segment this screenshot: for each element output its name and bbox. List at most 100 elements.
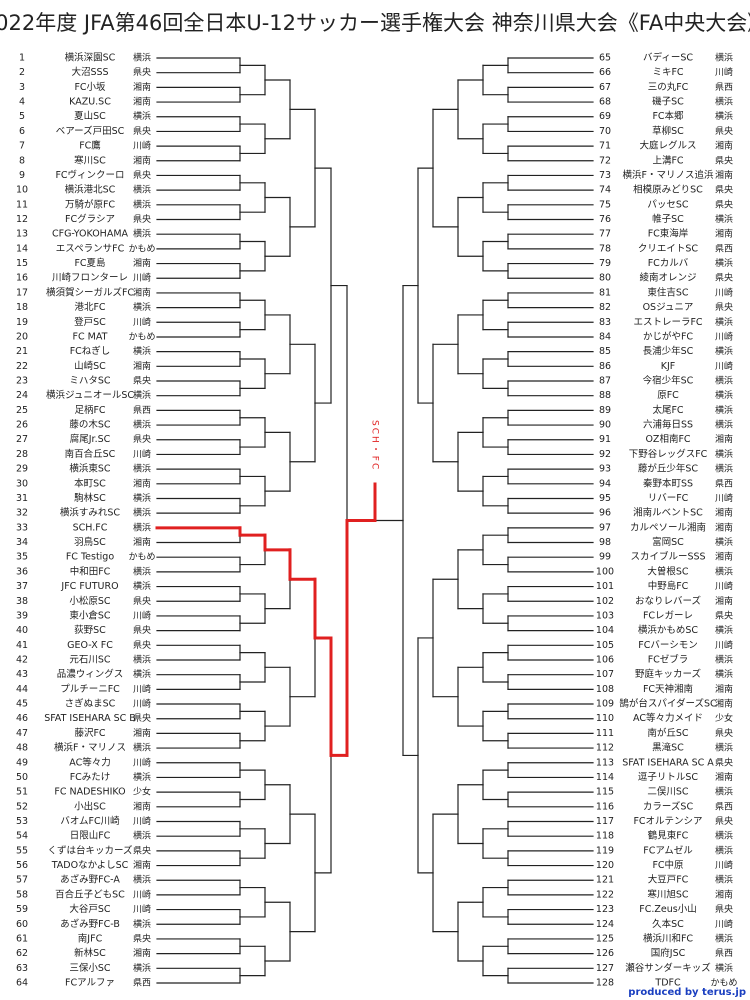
team-area: 川崎 [133,316,151,328]
team-name: 中和田FC [70,565,111,577]
team-name: スカイブルーSSS [630,551,705,563]
team-area: 川崎 [715,492,733,504]
team-area: 横浜 [133,742,151,754]
team-area: 湘南 [133,286,151,298]
team-area: 県央 [133,639,151,651]
team-name: 大庭レグルス [639,140,696,152]
team-area: 横浜 [715,962,733,974]
team-area: 県央 [715,184,733,196]
team-area: 川崎 [133,448,151,460]
team-name: 横浜深園SC [65,52,116,64]
team-name: 万騎が原FC [65,198,115,210]
team-no: 21 [16,346,28,357]
team-name: SCH.FC [73,522,108,533]
team-name: 中野島FC [648,580,689,592]
team-name: バオムFC川崎 [60,815,120,827]
team-area: 横浜 [715,932,733,944]
team-no: 90 [599,420,611,431]
team-no: 47 [16,728,28,739]
team-no: 4 [19,97,25,108]
team-name: プルチーニFC [60,684,120,695]
team-no: 70 [599,126,611,137]
team-no: 15 [16,258,28,269]
team-no: 27 [16,434,28,445]
team-no: 77 [599,229,611,240]
team-area: 県央 [133,712,151,724]
team-name: FCねぎし [70,345,111,357]
team-name: FCバーシモン [638,640,697,651]
team-name: FC中原 [652,859,683,871]
team-area: 横浜 [133,668,151,680]
team-name: パッセSC [647,199,689,210]
team-no: 97 [599,522,611,533]
team-no: 102 [596,596,614,607]
team-name: 百合丘子どもSC [55,888,125,900]
team-area: 横浜 [715,404,733,416]
team-area: 横浜 [715,52,733,64]
team-no: 48 [16,743,28,754]
team-area: 県央 [715,301,733,313]
team-name: 今宿少年SC [643,375,694,387]
team-name: あざみ野FC-A [60,874,120,886]
team-area: 川崎 [133,140,151,152]
team-no: 108 [596,684,614,695]
team-no: 122 [596,889,614,900]
team-name: 磯子SC [652,96,684,108]
team-name: 二俣川SC [647,786,689,798]
team-no: 100 [596,566,614,577]
team-area: 横浜 [715,653,733,665]
team-area: 川崎 [715,859,733,871]
team-name: AC等々力メイド [633,712,703,724]
team-no: 46 [16,713,28,724]
team-area: 湘南 [715,507,733,519]
team-name: 藤沢FC [74,727,105,739]
team-name: 南百合丘SC [65,448,116,460]
team-name: ベアーズ戸田SC [56,125,125,137]
team-name: クリエイトSC [638,243,699,254]
team-area: 県西 [133,405,151,416]
team-no: 98 [599,537,611,548]
team-no: 106 [596,654,614,665]
team-name: 下野谷レッグスFC [629,448,708,460]
team-name: FC東海岸 [648,228,689,240]
team-area: 湘南 [133,81,151,93]
team-area: 川崎 [133,903,151,915]
team-area: 横浜 [715,844,733,856]
team-name: FCゼブラ [648,653,689,665]
team-name: 大沼SSS [71,66,108,78]
team-no: 73 [599,170,611,181]
team-area: 横浜 [715,448,733,460]
team-area: 湘南 [133,800,151,812]
team-no: 51 [16,787,28,798]
team-no: 127 [596,963,614,974]
team-area: 横浜 [715,786,733,798]
team-no: 14 [16,243,28,254]
team-name: 東住吉SC [647,286,689,298]
team-area: 県西 [715,243,733,254]
team-area: 湘南 [133,947,151,959]
team-area: 県西 [715,478,733,489]
team-name: FC鷹 [79,140,101,152]
team-no: 118 [596,831,614,842]
team-no: 111 [596,728,614,739]
team-area: 川崎 [715,286,733,298]
team-name: 横浜東SC [69,463,111,475]
team-no: 3 [19,82,25,93]
team-area: 湘南 [133,96,151,108]
team-no: 69 [599,111,611,122]
team-name: 大曽根SC [647,565,689,577]
team-area: 川崎 [715,918,733,930]
team-no: 62 [16,948,28,959]
team-no: 68 [599,97,611,108]
team-area: 川崎 [715,330,733,342]
team-no: 67 [599,82,611,93]
team-name: 逗子リトルSC [638,772,699,783]
team-name: さぎぬまSC [65,698,116,710]
team-name: あざみ野FC-B [60,918,120,930]
team-area: 川崎 [715,66,733,78]
team-area: 県央 [715,272,733,284]
team-area: 川崎 [133,609,151,621]
team-area: 横浜 [133,52,151,64]
team-name: FCアルファ [65,978,115,989]
team-area: 横浜 [715,110,733,122]
